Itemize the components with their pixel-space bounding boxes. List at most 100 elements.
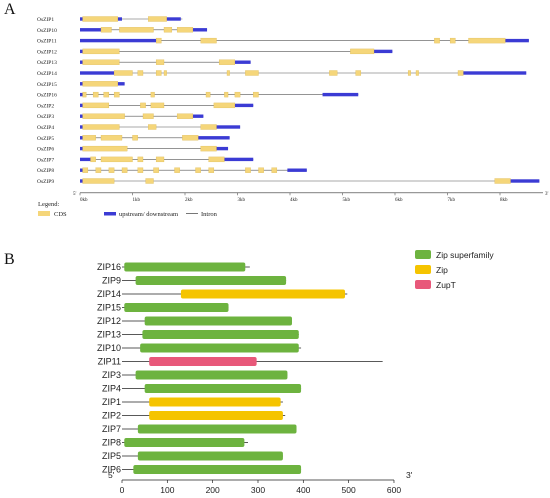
utr-segment [80, 92, 83, 97]
gene-label: OsZIP12 [37, 49, 57, 55]
cds-exon [92, 91, 99, 98]
cds-exon [82, 145, 128, 152]
cds-exon [148, 16, 167, 22]
gene-label: OsZIP9 [37, 179, 54, 185]
utr-segment [117, 82, 125, 86]
cds-exon [200, 37, 217, 44]
cds-exon [155, 70, 162, 76]
utr-segment [287, 168, 307, 172]
utr-segment [117, 17, 122, 21]
utr-segment [198, 136, 230, 140]
cds-exon [82, 124, 120, 130]
panel-b-axis: 0 100 200 300 400 500 600 5' 3' [108, 470, 413, 495]
panel-b-legend: Zip superfamily Zip ZupT [415, 250, 494, 290]
panel-a-axis: 0kb 1kb 2kb 3kb 4kb 5kb 6kb 7kb 8kb 5' 3' [73, 192, 549, 203]
cds-exon [234, 91, 241, 98]
axis-tick-label-b: 500 [342, 485, 356, 495]
cds-exon [119, 27, 154, 33]
domain-box [135, 370, 288, 380]
axis-tick-label-a: 7kb [448, 198, 456, 203]
axis-tick-label-a: 4kb [290, 198, 298, 203]
cds-exon [82, 102, 110, 109]
domain-box [137, 451, 283, 461]
utr-segment [224, 157, 254, 162]
domain-box [144, 316, 292, 326]
legend-a-cds-label: CDS [54, 211, 67, 218]
cds-exon [200, 145, 217, 152]
cds-exon [100, 27, 112, 33]
axis-tick-label-a: 3kb [238, 198, 246, 203]
cds-exon [176, 27, 194, 33]
cds-exon [245, 70, 259, 76]
protein-label: ZIP13 [97, 330, 121, 340]
legend-a-title: Legend: [38, 201, 59, 208]
domain-box [144, 384, 302, 393]
domain-box [149, 357, 257, 366]
utr-segment [216, 146, 229, 151]
gene-label: OsZIP10 [37, 28, 57, 34]
cds-exon [329, 70, 338, 76]
gene-label: OsZIP6 [37, 147, 54, 153]
domain-box [140, 343, 299, 353]
utr-segment [322, 92, 359, 97]
protein-label: ZIP10 [97, 343, 121, 353]
cds-exon [226, 70, 230, 76]
panel-a-legend: Legend: CDS upstream/ downstream Intron [38, 201, 218, 218]
protein-label: ZIP11 [98, 357, 121, 367]
domain-box [124, 303, 229, 312]
cds-exon [82, 167, 89, 173]
gene-label: OsZIP2 [37, 103, 54, 109]
domain-box [149, 411, 283, 420]
cds-exon [355, 70, 362, 76]
cds-exon [82, 16, 118, 22]
protein-label: ZIP3 [102, 370, 121, 380]
cds-exon [494, 178, 511, 184]
axis-tick-label-a: 0kb [80, 198, 88, 203]
axis-tick-label-b: 100 [160, 485, 174, 495]
legend-b-zip-superfamily-swatch [415, 250, 431, 259]
cds-exon [137, 156, 144, 163]
cds-exon [208, 156, 225, 163]
domain-box [124, 438, 245, 447]
cds-exon [200, 124, 217, 130]
legend-a-utr-swatch [104, 212, 116, 216]
protein-label: ZIP6 [102, 465, 121, 475]
protein-label: ZIP16 [97, 262, 121, 272]
utr-segment [234, 60, 251, 64]
utr-segment [510, 179, 540, 183]
cds-exon [163, 70, 167, 76]
cds-exon [174, 167, 180, 173]
cds-exon [150, 91, 155, 98]
gene-label: OsZIP8 [37, 168, 54, 174]
cds-exon [218, 59, 236, 65]
cds-exon [82, 81, 118, 87]
protein-label: ZIP1 [102, 397, 121, 407]
cds-exon [271, 167, 278, 173]
gene-label: OsZIP13 [37, 60, 57, 66]
cds-exon [457, 70, 464, 76]
cds-exon [258, 167, 264, 173]
axis-tick-label-b: 600 [387, 485, 401, 495]
cds-exon [113, 91, 120, 98]
utr-segment [374, 49, 393, 54]
cds-exon [213, 102, 236, 109]
gene-label: OsZIP16 [37, 93, 57, 99]
cds-exon [468, 37, 506, 44]
cds-exon [407, 70, 411, 76]
panel-b-protein-domains: ZIP16 ZIP9 ZIP14 ZIP15 ZIP12 ZIP13 ZIP10 ZIP11 Z… [97, 262, 383, 475]
utr-segment [80, 82, 83, 86]
cds-exon [82, 48, 120, 55]
utr-segment [192, 114, 204, 118]
utr-segment [80, 157, 91, 162]
gene-label: OsZIP15 [37, 82, 57, 88]
utr-segment [80, 38, 157, 43]
gene-label: OsZIP5 [37, 136, 54, 142]
utr-segment [80, 28, 101, 32]
axis-tick-label-a: 8kb [500, 198, 508, 203]
cds-exon [100, 156, 133, 163]
cds-exon [82, 59, 120, 65]
cds-exon [182, 135, 199, 141]
protein-label: ZIP7 [102, 424, 121, 434]
cds-exon [90, 156, 96, 163]
